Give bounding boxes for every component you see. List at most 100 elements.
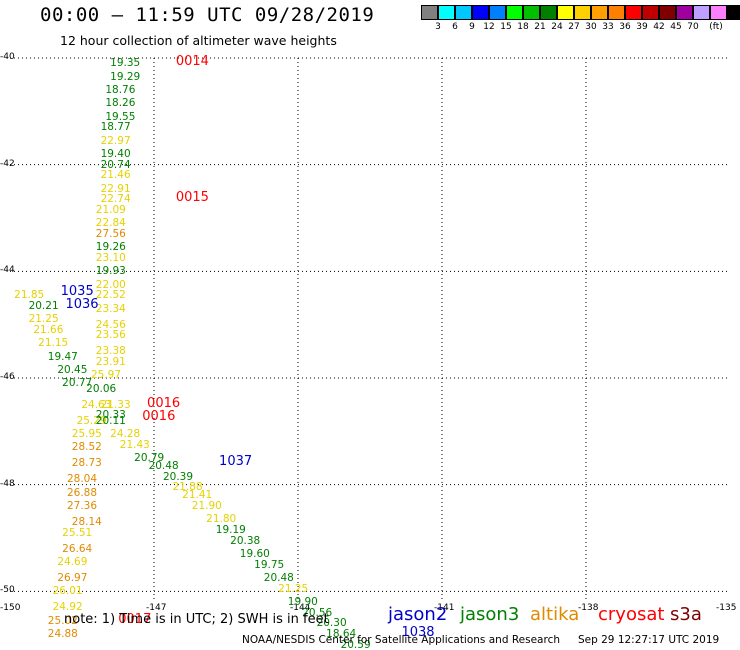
lat-tick-label: -50 xyxy=(0,585,15,596)
wave-height-value: 25.51 xyxy=(62,526,93,539)
wave-height-value: 21.25 xyxy=(28,313,59,326)
scale-swatch xyxy=(557,5,574,20)
wave-height-value: 21.88 xyxy=(172,481,203,494)
scale-swatch xyxy=(540,5,557,20)
wave-height-value: 21.15 xyxy=(38,337,69,350)
scale-label: 39 xyxy=(636,22,648,32)
pass-time-label: 0015 xyxy=(175,190,209,206)
wave-height-value: 21.66 xyxy=(33,323,64,336)
scale-swatch xyxy=(642,5,659,20)
wave-height-value: 20.06 xyxy=(86,382,117,395)
wave-height-value: 19.75 xyxy=(254,558,285,571)
wave-height-value: 20.79 xyxy=(134,451,165,464)
wave-height-value: 19.47 xyxy=(47,350,78,363)
wave-height-value: 20.77 xyxy=(62,377,93,390)
pass-time-label: 1038 xyxy=(401,624,435,640)
wave-height-value: 21.85 xyxy=(14,289,45,302)
wave-height-value: 26.97 xyxy=(57,571,88,584)
wave-height-value: 26.01 xyxy=(52,585,83,598)
wave-height-value: 20.11 xyxy=(95,414,126,427)
scale-label: 42 xyxy=(653,22,665,32)
wave-height-value: 24.56 xyxy=(95,318,126,331)
lat-tick-label: -40 xyxy=(0,52,15,62)
wave-height-value: 19.19 xyxy=(215,523,246,536)
wave-height-value: 21.46 xyxy=(100,169,131,182)
wave-height-value: 18.64 xyxy=(326,627,357,640)
lat-tick-label: -42 xyxy=(0,158,15,169)
scale-label: 3 xyxy=(435,22,441,32)
lon-tick-label: -135 xyxy=(716,603,737,613)
wave-height-value: 28.73 xyxy=(71,457,102,470)
wave-height-value: 26.88 xyxy=(66,486,98,499)
wave-height-value: 19.90 xyxy=(287,595,318,608)
scale-label: 27 xyxy=(568,22,580,32)
wave-height-value: 21.43 xyxy=(119,438,150,451)
scale-label: 21 xyxy=(534,22,546,32)
wave-height-value: 23.10 xyxy=(95,251,126,264)
lon-tick-label: -141 xyxy=(434,603,455,613)
wave-height-value: 24.92 xyxy=(52,601,83,614)
wave-height-value: 20.21 xyxy=(28,299,59,312)
wave-height-value: 27.56 xyxy=(95,227,126,240)
wave-height-value: 24.69 xyxy=(57,555,88,568)
wave-height-value: 24.63 xyxy=(81,398,112,411)
scale-label: (ft) xyxy=(709,22,723,32)
scale-swatch xyxy=(625,5,642,20)
pass-time-label: 0014 xyxy=(175,54,209,70)
wave-height-value: 23.56 xyxy=(95,329,126,342)
wave-height-value: 20.30 xyxy=(316,617,347,630)
wave-height-value: 21.33 xyxy=(100,398,131,411)
wave-height-value: 24.28 xyxy=(110,427,141,440)
scale-label: 30 xyxy=(585,22,597,32)
scale-swatch xyxy=(608,5,625,20)
scale-label: 18 xyxy=(517,22,529,32)
scale-swatch xyxy=(421,5,438,20)
scale-label: 24 xyxy=(551,22,563,32)
wave-height-value: 21.80 xyxy=(206,513,237,526)
wave-height-value: 22.00 xyxy=(95,278,126,291)
scale-label: 33 xyxy=(602,22,614,32)
wave-height-value: 19.35 xyxy=(110,57,141,70)
wave-height-value: 19.26 xyxy=(95,241,126,254)
wave-height-value: 19.93 xyxy=(95,265,126,278)
wave-height-value: 18.76 xyxy=(105,83,136,96)
scale-swatch xyxy=(676,5,693,20)
scale-swatch xyxy=(472,5,489,20)
wave-height-value: 25.95 xyxy=(71,427,102,440)
pass-time-label: 1035 xyxy=(60,283,94,299)
scale-label: 9 xyxy=(469,22,475,32)
wave-height-value: 22.52 xyxy=(95,289,126,302)
lat-tick-label: -44 xyxy=(0,265,15,276)
wave-height-value: 20.48 xyxy=(263,571,294,584)
wave-height-value: 22.74 xyxy=(100,193,131,206)
scale-label: 15 xyxy=(500,22,512,32)
wave-height-value: 20.45 xyxy=(57,363,88,376)
map-subtitle: 12 hour collection of altimeter wave hei… xyxy=(60,33,337,48)
wave-height-value: 25.29 xyxy=(76,414,107,427)
scale-swatch xyxy=(659,5,676,20)
wave-height-value: 28.04 xyxy=(66,473,98,486)
wave-height-value: 23.91 xyxy=(95,355,126,368)
wave-height-value: 20.56 xyxy=(302,606,333,619)
scale-swatch xyxy=(574,5,591,20)
pass-time-label: 1036 xyxy=(65,296,99,312)
wave-height-value: 20.74 xyxy=(100,158,131,171)
wave-height-value: 20.39 xyxy=(162,470,194,483)
legend-note: note: 1) Time is in UTC; 2) SWH is in fe… xyxy=(64,612,329,627)
wave-height-value: 21.90 xyxy=(191,499,222,512)
wave-height-value: 28.52 xyxy=(71,441,102,454)
wave-height-value: 23.34 xyxy=(95,302,126,315)
credit-line: NOAA/NESDIS Center for Satellite Applica… xyxy=(242,634,560,646)
wave-height-value: 24.88 xyxy=(47,627,78,640)
wave-height-value: 20.38 xyxy=(230,534,261,547)
wave-height-value: 20.59 xyxy=(340,638,371,650)
pass-time-label: 0016 xyxy=(142,408,176,424)
lat-tick-label: -46 xyxy=(0,371,15,382)
scale-label: 70 xyxy=(687,22,699,32)
scale-swatch xyxy=(727,5,740,20)
legend-item-altika: altika xyxy=(530,604,580,625)
scale-swatch xyxy=(506,5,523,20)
map-title: 00:00 – 11:59 UTC 09/28/2019 xyxy=(40,4,375,26)
scale-label: 12 xyxy=(483,22,495,32)
